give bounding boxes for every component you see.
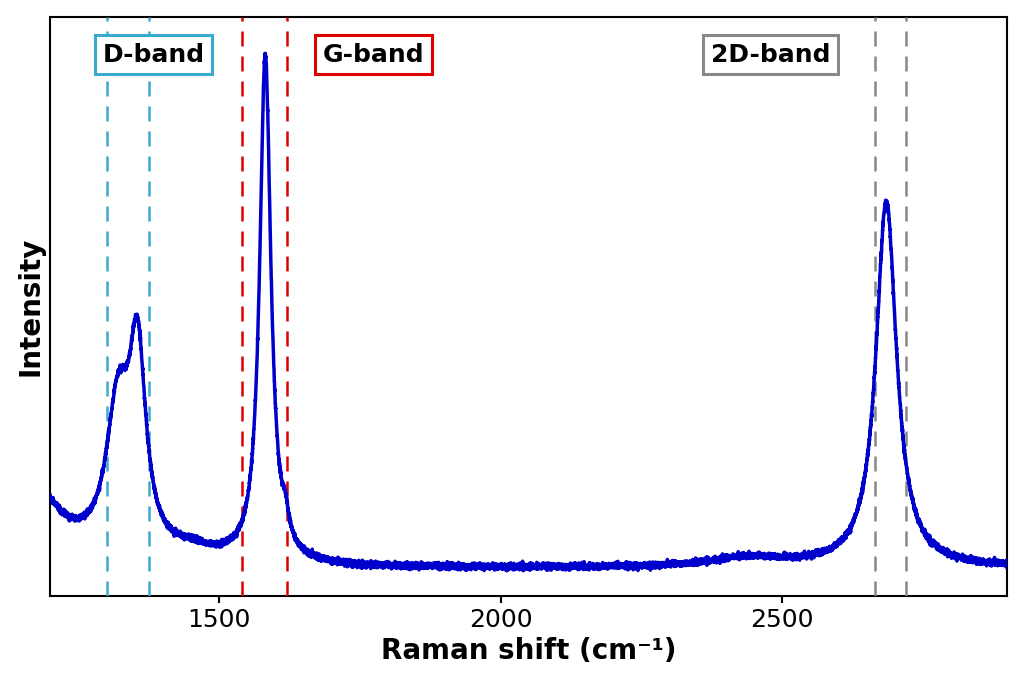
Text: G-band: G-band — [323, 43, 425, 67]
Text: D-band: D-band — [102, 43, 205, 67]
Text: 2D-band: 2D-band — [711, 43, 830, 67]
Y-axis label: Intensity: Intensity — [16, 237, 45, 376]
X-axis label: Raman shift (cm⁻¹): Raman shift (cm⁻¹) — [381, 638, 677, 666]
